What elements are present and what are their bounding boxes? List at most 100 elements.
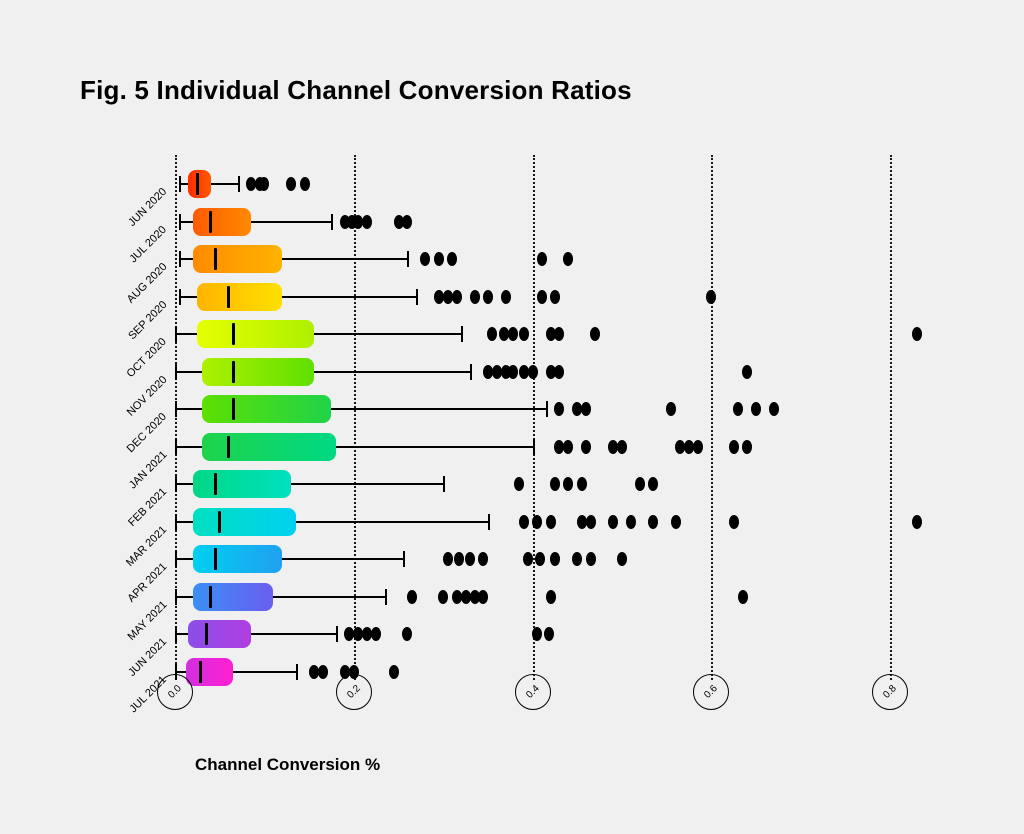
y-category-label: NOV 2020 — [124, 373, 169, 418]
outlier-point — [550, 477, 560, 491]
outlier-point — [693, 440, 703, 454]
outlier-point — [581, 440, 591, 454]
outlier-point — [586, 552, 596, 566]
whisker-cap-high — [238, 176, 240, 192]
outlier-point — [443, 552, 453, 566]
median-line — [227, 436, 230, 458]
box — [193, 245, 282, 273]
outlier-point — [729, 440, 739, 454]
boxplot-row — [175, 355, 935, 389]
outlier-point — [532, 627, 542, 641]
box — [188, 620, 251, 648]
outlier-point — [586, 515, 596, 529]
outlier-point — [912, 515, 922, 529]
box — [197, 320, 313, 348]
median-line — [214, 473, 217, 495]
outlier-point — [769, 402, 779, 416]
outlier-point — [532, 515, 542, 529]
whisker-cap-low — [175, 626, 177, 642]
outlier-point — [434, 252, 444, 266]
outlier-point — [751, 402, 761, 416]
outlier-point — [318, 665, 328, 679]
y-category-label: MAY 2021 — [125, 598, 169, 642]
outlier-point — [501, 290, 511, 304]
outlier-point — [912, 327, 922, 341]
outlier-point — [300, 177, 310, 191]
y-category-label: OCT 2020 — [125, 336, 169, 380]
median-line — [199, 661, 202, 683]
outlier-point — [537, 252, 547, 266]
outlier-point — [514, 477, 524, 491]
boxplot-row — [175, 167, 935, 201]
whisker-cap-high — [331, 214, 333, 230]
outlier-point — [535, 552, 545, 566]
outlier-point — [706, 290, 716, 304]
whisker-cap-low — [175, 589, 177, 605]
whisker-cap-high — [546, 401, 548, 417]
outlier-point — [617, 440, 627, 454]
outlier-point — [259, 177, 269, 191]
outlier-point — [508, 327, 518, 341]
y-category-label: FEB 2021 — [126, 486, 169, 529]
outlier-point — [478, 552, 488, 566]
whisker-cap-high — [443, 476, 445, 492]
outlier-point — [537, 290, 547, 304]
whisker-cap-high — [470, 364, 472, 380]
outlier-point — [590, 327, 600, 341]
outlier-point — [554, 327, 564, 341]
outlier-point — [483, 290, 493, 304]
y-category-label: AUG 2020 — [124, 261, 169, 306]
outlier-point — [402, 215, 412, 229]
median-line — [209, 211, 212, 233]
median-line — [227, 286, 230, 308]
median-line — [214, 548, 217, 570]
whisker-cap-low — [175, 514, 177, 530]
whisker-cap-high — [461, 326, 463, 342]
box — [193, 470, 291, 498]
outlier-point — [671, 515, 681, 529]
outlier-point — [608, 515, 618, 529]
outlier-point — [528, 365, 538, 379]
box — [193, 508, 296, 536]
outlier-point — [563, 440, 573, 454]
whisker-cap-high — [533, 439, 535, 455]
x-axis-title: Channel Conversion % — [195, 755, 380, 775]
outlier-point — [550, 552, 560, 566]
outlier-point — [554, 402, 564, 416]
outlier-point — [371, 627, 381, 641]
boxplot-row — [175, 430, 935, 464]
boxplot-row — [175, 280, 935, 314]
outlier-point — [617, 552, 627, 566]
box — [186, 658, 233, 686]
median-line — [196, 173, 199, 195]
median-line — [209, 586, 212, 608]
median-line — [232, 398, 235, 420]
outlier-point — [572, 552, 582, 566]
outlier-point — [389, 665, 399, 679]
plot-area — [175, 155, 935, 680]
outlier-point — [577, 477, 587, 491]
outlier-point — [523, 552, 533, 566]
whisker-cap-low — [175, 476, 177, 492]
y-category-label: JUL 2020 — [128, 223, 169, 264]
outlier-point — [626, 515, 636, 529]
whisker-cap-low — [179, 176, 181, 192]
outlier-point — [420, 252, 430, 266]
boxplot-row — [175, 617, 935, 651]
outlier-point — [465, 552, 475, 566]
median-line — [232, 323, 235, 345]
outlier-point — [508, 365, 518, 379]
whisker-cap-high — [407, 251, 409, 267]
outlier-point — [519, 327, 529, 341]
outlier-point — [407, 590, 417, 604]
outlier-point — [286, 177, 296, 191]
box — [193, 545, 282, 573]
boxplot-row — [175, 505, 935, 539]
outlier-point — [554, 365, 564, 379]
outlier-point — [438, 590, 448, 604]
whisker-cap-low — [175, 326, 177, 342]
box — [188, 170, 210, 198]
chart-title: Fig. 5 Individual Channel Conversion Rat… — [80, 75, 632, 106]
outlier-point — [362, 215, 372, 229]
whisker-cap-low — [175, 551, 177, 567]
